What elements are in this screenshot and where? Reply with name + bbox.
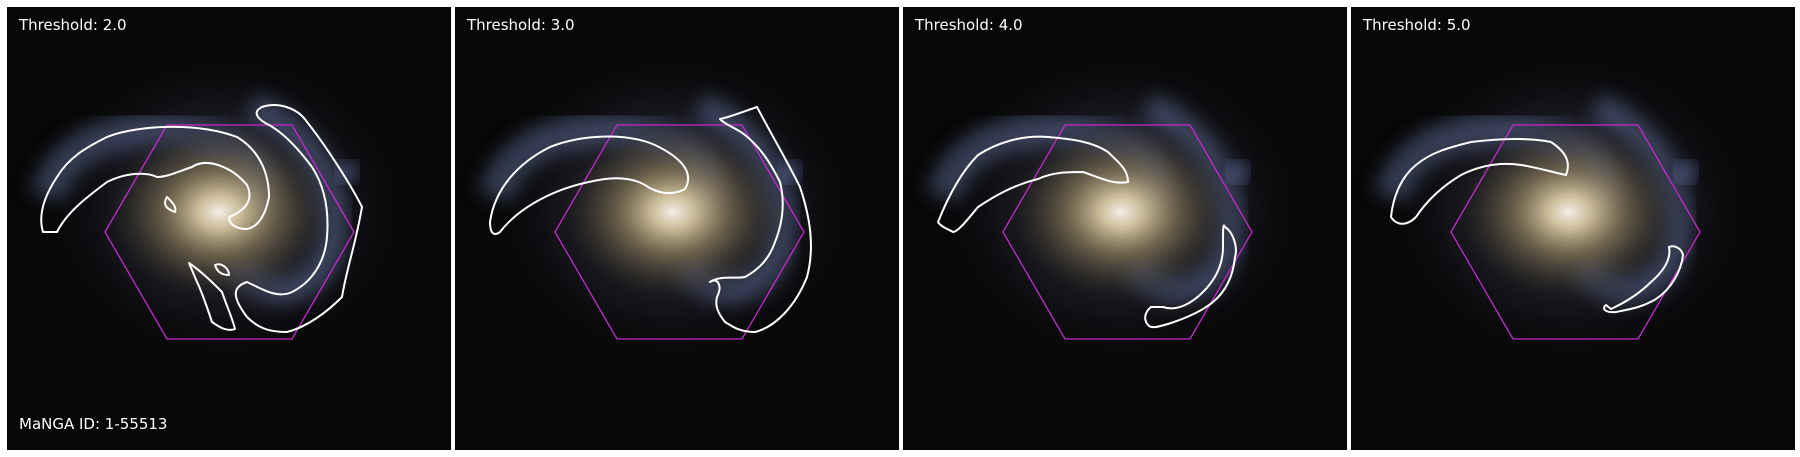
threshold-label: Threshold: 3.0 (467, 16, 575, 34)
contour-outline (709, 106, 812, 333)
contour-outline (937, 135, 1129, 233)
threshold-label: Threshold: 5.0 (1363, 16, 1471, 34)
contour-outline (1603, 245, 1684, 314)
contour-outline (1144, 224, 1237, 329)
manga-id-label: MaNGA ID: 1-55513 (19, 415, 168, 433)
ifu-hexagon (1002, 124, 1253, 340)
contour-outline (214, 263, 230, 276)
threshold-label: Threshold: 2.0 (19, 16, 127, 34)
image-panel-threshold-5: Threshold: 5.0 (1351, 7, 1795, 450)
contour-outline (234, 104, 363, 333)
galaxy-image (1371, 37, 1771, 377)
ifu-hexagon (1450, 124, 1701, 340)
contour-outline (489, 135, 690, 235)
image-panel-threshold-2: Threshold: 2.0 MaNGA ID: 1-55513 (7, 7, 451, 450)
galaxy-image (923, 37, 1323, 377)
image-panel-threshold-4: Threshold: 4.0 (903, 7, 1347, 450)
galaxy-image (27, 37, 427, 377)
contour-outline (164, 196, 177, 213)
contour-outline (188, 262, 236, 331)
ifu-hexagon (554, 124, 805, 340)
image-panel-threshold-3: Threshold: 3.0 (455, 7, 899, 450)
threshold-label: Threshold: 4.0 (915, 16, 1023, 34)
contour-outline (40, 125, 270, 233)
contour-outline (1390, 137, 1569, 225)
galaxy-image (475, 37, 875, 377)
ifu-hexagon (104, 124, 355, 340)
